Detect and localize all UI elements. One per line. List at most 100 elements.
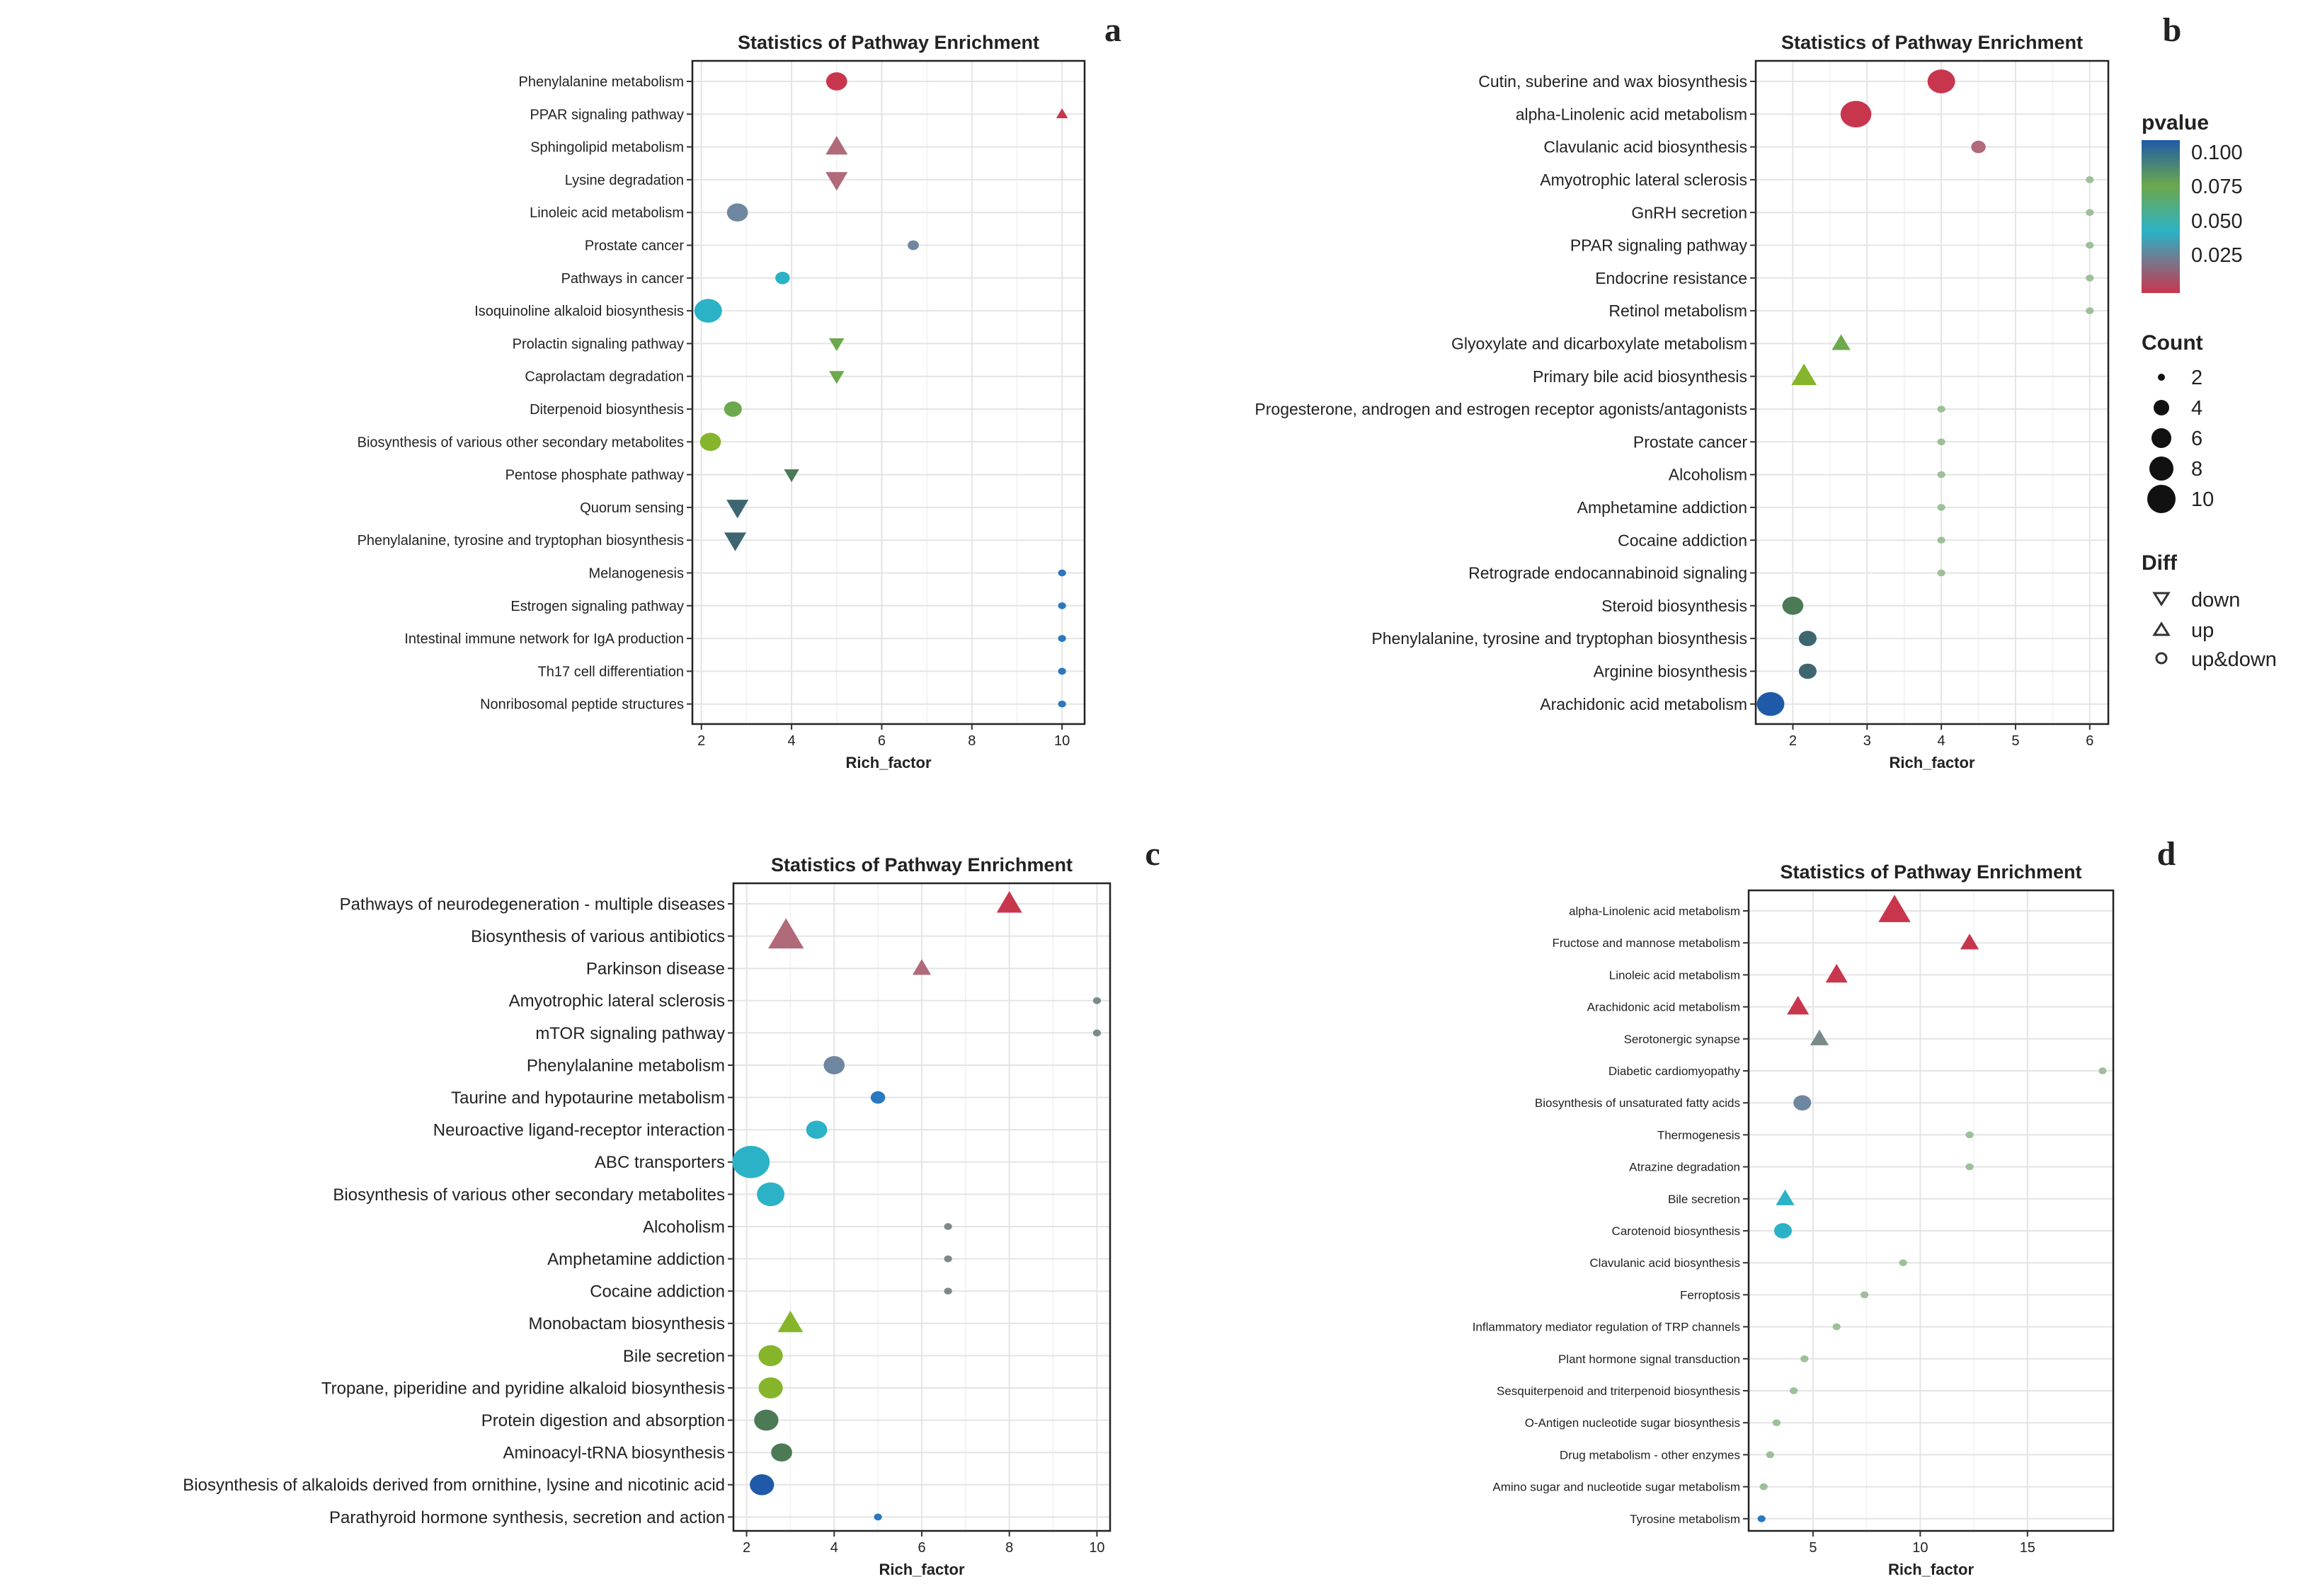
data-point-c-10	[944, 1223, 952, 1230]
data-point-b-11	[1937, 438, 1945, 446]
pvalue-legend-title: pvalue	[2142, 111, 2209, 134]
category-label: Parathyroid hormone synthesis, secretion…	[329, 1508, 725, 1527]
plot-area-d	[1749, 890, 2113, 1531]
data-point-c-2	[912, 959, 932, 975]
data-point-d-19	[1757, 1515, 1766, 1522]
data-point-b-5	[2086, 241, 2094, 249]
plot-area-a	[692, 61, 1085, 724]
category-label: Parkinson disease	[586, 960, 725, 979]
data-point-d-1	[1960, 934, 1979, 950]
data-point-c-16	[754, 1409, 779, 1431]
category-label: Prolactin signaling pathway	[513, 336, 684, 352]
category-label: Diterpenoid biosynthesis	[530, 402, 684, 418]
data-point-a-17	[1058, 635, 1066, 642]
data-point-d-7	[1965, 1131, 1974, 1139]
data-point-a-6	[775, 271, 790, 285]
category-label: Estrogen signaling pathway	[510, 599, 684, 614]
plot-frame-a	[691, 59, 1086, 725]
xtick-label: 2	[743, 1540, 750, 1556]
data-point-b-2	[1971, 140, 1986, 154]
category-label: Alcoholism	[643, 1217, 725, 1236]
xtick-label: 4	[830, 1540, 838, 1556]
panel-label-a: a	[1104, 11, 1121, 49]
data-point-c-13	[777, 1310, 804, 1333]
data-point-d-14	[1800, 1355, 1809, 1362]
category-label: Prostate cancer	[1633, 432, 1747, 451]
xtick-label: 10	[1089, 1540, 1104, 1556]
category-label: GnRH secretion	[1631, 203, 1747, 222]
xtick-label: 6	[878, 733, 886, 749]
category-label: Arachidonic acid metabolism	[1540, 695, 1747, 713]
category-label: Steroid biosynthesis	[1601, 597, 1747, 615]
panel-label-b: b	[2163, 11, 2182, 49]
category-label: Amino sugar and nucleotide sugar metabol…	[1492, 1481, 1740, 1494]
data-point-d-16	[1772, 1419, 1781, 1427]
legend: pvalue 0.100 0.075 0.050 0.025 Count 2 4…	[2142, 111, 2277, 671]
category-label: alpha-Linolenic acid metabolism	[1569, 905, 1740, 918]
category-label: Retinol metabolism	[1608, 302, 1747, 320]
category-label: Amphetamine addiction	[547, 1250, 725, 1269]
category-label: Melanogenesis	[588, 566, 684, 582]
data-point-a-11	[699, 432, 721, 452]
data-point-c-4	[1092, 1029, 1102, 1037]
category-label: Biosynthesis of unsaturated fatty acids	[1535, 1096, 1740, 1110]
category-label: Sesquiterpenoid and triterpenoid biosynt…	[1497, 1384, 1740, 1398]
xtick-label: 15	[2020, 1540, 2035, 1556]
count-legend-label-2: 2	[2191, 367, 2202, 389]
category-label: Thermogenesis	[1657, 1128, 1740, 1142]
category-label: Biosynthesis of various antibiotics	[471, 927, 725, 946]
category-label: Tyrosine metabolism	[1630, 1512, 1740, 1526]
category-label: Alcoholism	[1669, 466, 1747, 484]
data-point-b-0	[1927, 69, 1955, 93]
category-label: Biosynthesis of various other secondary …	[333, 1185, 725, 1205]
panel-label-d: d	[2157, 835, 2176, 873]
chart-panels: Statistics of Pathway Enrichment a Phenyla…	[183, 11, 2181, 1578]
x-axis-label-a: Rich_factor	[845, 754, 931, 771]
category-label: Amphetamine addiction	[1577, 498, 1747, 517]
data-point-a-14	[724, 532, 747, 551]
data-point-c-19	[874, 1513, 882, 1521]
data-point-d-5	[2098, 1067, 2107, 1074]
count-legend-label-4: 4	[2191, 397, 2202, 420]
data-point-d-15	[1790, 1387, 1798, 1394]
count-legend-label-10: 10	[2191, 488, 2214, 511]
data-point-d-2	[1825, 963, 1848, 983]
category-label: Glyoxylate and dicarboxylate metabolism	[1451, 334, 1747, 352]
category-label: Phenylalanine metabolism	[519, 74, 684, 90]
chart-title-a: Statistics of Pathway Enrichment	[738, 32, 1039, 53]
diff-legend-label-updown: up&down	[2191, 648, 2277, 671]
category-label: Plant hormone signal transduction	[1558, 1353, 1740, 1366]
data-point-d-10	[1773, 1223, 1793, 1239]
category-label: Drug metabolism - other enzymes	[1560, 1448, 1740, 1462]
panel-label-c: c	[1145, 835, 1160, 873]
count-legend-dot-6	[2151, 428, 2171, 448]
category-label: Isoquinoline alkaloid biosynthesis	[474, 304, 684, 319]
category-label: Arachidonic acid metabolism	[1587, 1001, 1740, 1014]
data-point-a-0	[825, 72, 847, 91]
count-legend-dot-8	[2149, 457, 2173, 481]
chart-title-d: Statistics of Pathway Enrichment	[1780, 861, 2081, 883]
data-point-a-4	[726, 203, 748, 222]
xtick-label: 4	[1938, 733, 1945, 749]
plot-frame-b	[1754, 59, 2110, 725]
data-point-b-14	[1937, 536, 1945, 544]
data-point-a-15	[1058, 569, 1066, 577]
chart-panel-c: Statistics of Pathway Enrichment c Pathway…	[183, 835, 1160, 1578]
category-label: Ferroptosis	[1680, 1288, 1740, 1302]
data-point-d-4	[1810, 1029, 1829, 1045]
data-point-b-7	[2086, 307, 2094, 314]
category-label: Cocaine addiction	[1618, 531, 1747, 549]
data-point-c-9	[757, 1182, 785, 1207]
category-label: Nonribosomal peptide structures	[480, 697, 684, 713]
data-point-a-1	[1056, 108, 1068, 119]
data-point-d-9	[1776, 1189, 1795, 1205]
xtick-label: 5	[1809, 1540, 1817, 1556]
category-label: Taurine and hypotaurine metabolism	[451, 1089, 725, 1108]
data-point-c-17	[771, 1443, 792, 1462]
category-label: Biosynthesis of alkaloids derived from o…	[183, 1476, 725, 1495]
data-point-c-14	[758, 1345, 783, 1367]
pvalue-tick-4: 0.025	[2191, 244, 2243, 267]
category-label: Amyotrophic lateral sclerosis	[509, 992, 725, 1011]
data-point-b-10	[1937, 406, 1945, 413]
